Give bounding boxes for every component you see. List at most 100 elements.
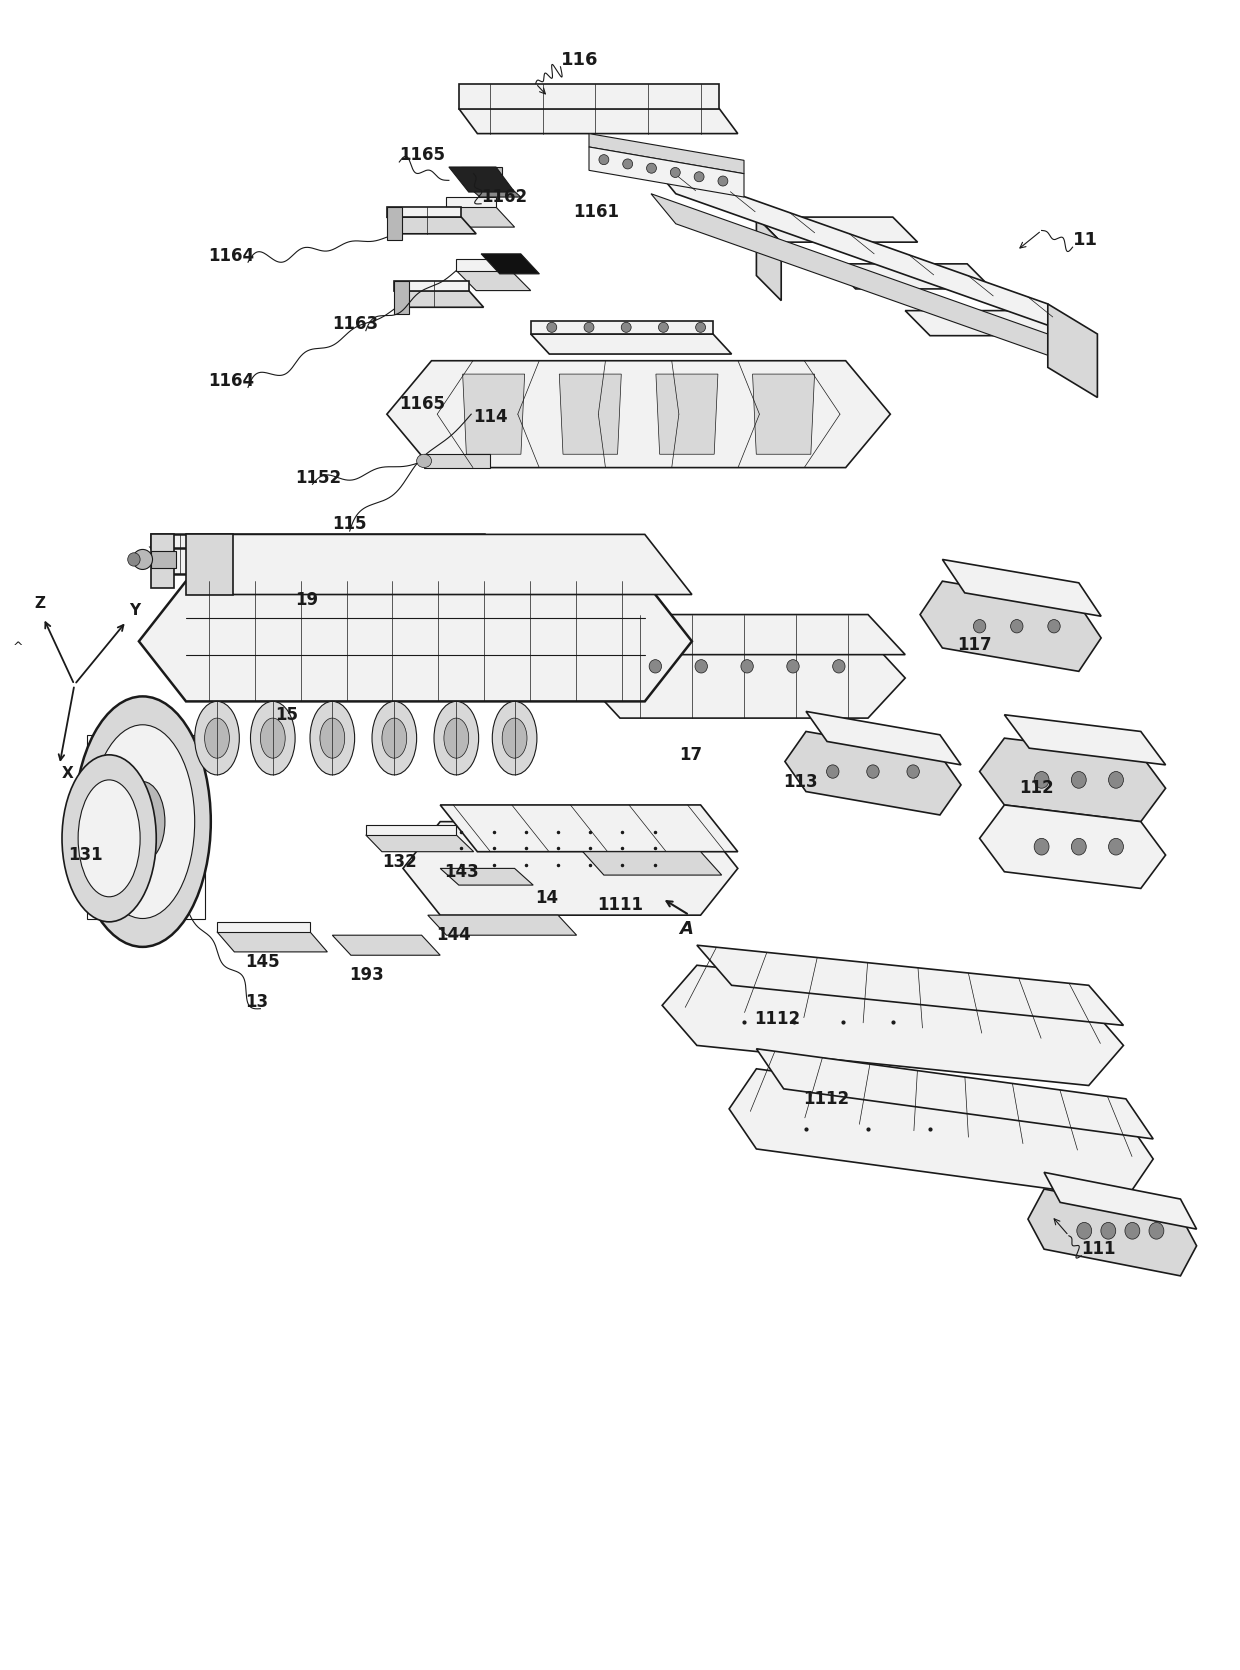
Text: 1165: 1165	[399, 147, 445, 164]
Text: 145: 145	[246, 954, 280, 970]
Text: 17: 17	[680, 746, 703, 763]
Polygon shape	[387, 207, 402, 240]
Polygon shape	[446, 197, 496, 207]
Polygon shape	[589, 134, 744, 174]
Ellipse shape	[310, 701, 355, 775]
Ellipse shape	[833, 660, 846, 673]
Text: ^: ^	[12, 641, 22, 655]
Ellipse shape	[1109, 772, 1123, 788]
Ellipse shape	[62, 755, 156, 922]
Polygon shape	[785, 731, 961, 815]
Polygon shape	[920, 581, 1101, 671]
Text: 1162: 1162	[481, 189, 527, 205]
Ellipse shape	[91, 725, 195, 918]
Ellipse shape	[417, 454, 432, 468]
Polygon shape	[151, 551, 176, 568]
Ellipse shape	[78, 780, 140, 897]
Text: 112: 112	[1019, 780, 1054, 797]
Ellipse shape	[718, 175, 728, 185]
Ellipse shape	[372, 701, 417, 775]
Polygon shape	[151, 534, 484, 548]
Text: 1164: 1164	[208, 372, 254, 389]
Ellipse shape	[1011, 620, 1023, 633]
Text: 116: 116	[560, 52, 598, 68]
Ellipse shape	[658, 322, 668, 332]
Ellipse shape	[1149, 1222, 1164, 1239]
Text: Z: Z	[35, 596, 46, 611]
Ellipse shape	[128, 553, 140, 566]
Polygon shape	[424, 454, 490, 468]
Ellipse shape	[646, 164, 656, 174]
Ellipse shape	[218, 556, 228, 566]
Polygon shape	[151, 548, 506, 574]
Polygon shape	[697, 945, 1123, 1025]
Text: 1152: 1152	[295, 469, 341, 486]
Ellipse shape	[1034, 772, 1049, 788]
Polygon shape	[662, 965, 1123, 1086]
Text: 1164: 1164	[208, 247, 254, 264]
Text: X: X	[62, 767, 73, 782]
Polygon shape	[531, 334, 732, 354]
Polygon shape	[589, 147, 744, 197]
Ellipse shape	[187, 556, 197, 566]
Polygon shape	[1044, 1172, 1197, 1229]
Polygon shape	[394, 291, 484, 307]
Polygon shape	[387, 207, 461, 217]
Polygon shape	[656, 374, 718, 454]
Polygon shape	[387, 217, 476, 234]
Ellipse shape	[786, 660, 799, 673]
Polygon shape	[481, 254, 539, 274]
Ellipse shape	[694, 172, 704, 182]
Polygon shape	[531, 321, 713, 334]
Polygon shape	[449, 167, 515, 192]
Polygon shape	[651, 194, 1073, 364]
Polygon shape	[366, 835, 474, 852]
Text: 1112: 1112	[754, 1010, 800, 1027]
Polygon shape	[394, 281, 409, 314]
Polygon shape	[332, 935, 440, 955]
Polygon shape	[729, 1069, 1153, 1199]
Polygon shape	[459, 84, 719, 109]
Polygon shape	[651, 164, 1073, 334]
Ellipse shape	[1071, 838, 1086, 855]
Ellipse shape	[696, 322, 706, 332]
Text: 115: 115	[332, 516, 367, 533]
Polygon shape	[461, 167, 502, 180]
Ellipse shape	[260, 718, 285, 758]
Text: 143: 143	[444, 863, 479, 880]
Ellipse shape	[382, 718, 407, 758]
Ellipse shape	[547, 322, 557, 332]
Polygon shape	[440, 868, 533, 885]
Polygon shape	[186, 534, 233, 595]
Ellipse shape	[205, 718, 229, 758]
Ellipse shape	[973, 620, 986, 633]
Polygon shape	[1048, 304, 1097, 397]
Polygon shape	[942, 559, 1101, 616]
Polygon shape	[217, 932, 327, 952]
Ellipse shape	[599, 155, 609, 165]
Ellipse shape	[1071, 772, 1086, 788]
Polygon shape	[980, 738, 1166, 822]
Polygon shape	[366, 825, 456, 835]
Polygon shape	[1028, 1189, 1197, 1276]
Polygon shape	[756, 1049, 1153, 1139]
Text: 11: 11	[1073, 232, 1097, 249]
Polygon shape	[559, 374, 621, 454]
Ellipse shape	[133, 549, 153, 569]
Text: 1163: 1163	[332, 316, 378, 332]
Text: A: A	[680, 920, 693, 937]
Ellipse shape	[1109, 838, 1123, 855]
Ellipse shape	[584, 322, 594, 332]
Text: 1165: 1165	[399, 396, 445, 412]
Text: 111: 111	[1081, 1241, 1116, 1258]
Polygon shape	[428, 915, 577, 935]
Ellipse shape	[827, 765, 839, 778]
Ellipse shape	[1125, 1222, 1140, 1239]
Polygon shape	[583, 638, 905, 718]
Text: 13: 13	[246, 994, 269, 1010]
Text: 14: 14	[536, 890, 559, 907]
Polygon shape	[387, 361, 890, 468]
Polygon shape	[151, 534, 174, 588]
Ellipse shape	[434, 701, 479, 775]
Text: 131: 131	[68, 847, 103, 863]
